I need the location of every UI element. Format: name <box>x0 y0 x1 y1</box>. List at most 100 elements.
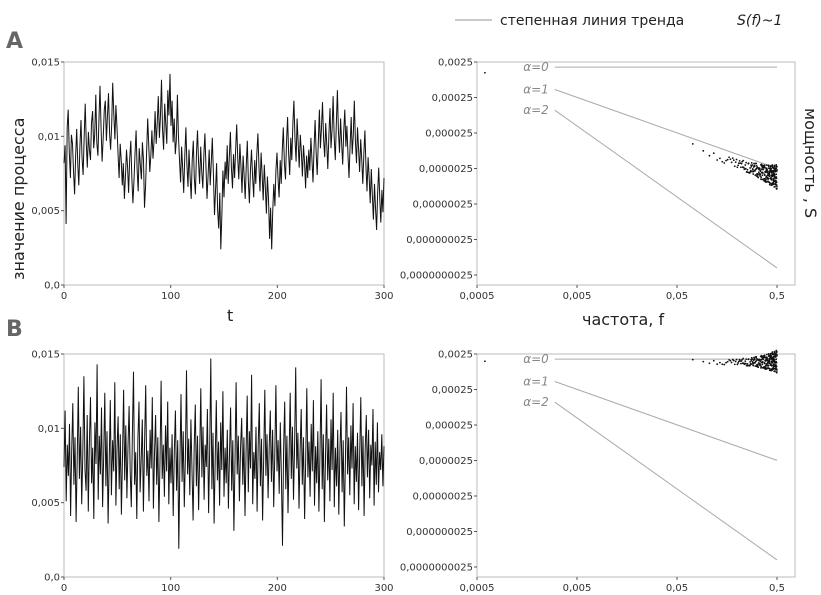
B-power-spectrum-point <box>745 358 748 361</box>
B-power-spectrum-point <box>734 360 737 363</box>
A-power-spectrum-point <box>771 164 774 166</box>
A-power-spectrum-point <box>761 178 764 181</box>
A-power-spectrum-point <box>721 160 724 163</box>
B-power-spectrum-point <box>761 363 764 366</box>
A-power-spectrum-point <box>733 165 736 168</box>
A-power-spectrum-trend-label-2: α=2 <box>523 103 549 117</box>
B-power-spectrum-point <box>735 358 738 361</box>
B-power-spectrum-point <box>752 362 755 365</box>
B-power-spectrum-xtick-label: 0,05 <box>666 583 688 594</box>
B-power-spectrum-point <box>763 354 766 357</box>
A-power-spectrum-ytick-label: 0,000000025 <box>406 235 473 246</box>
B-power-spectrum-point <box>770 364 773 367</box>
B-power-spectrum-point <box>760 358 763 361</box>
A-power-spectrum-point <box>744 164 747 166</box>
A-power-spectrum-point <box>766 168 769 171</box>
B-power-spectrum-ytick-label: 0,00000025 <box>413 492 473 503</box>
B-power-spectrum-ytick-label: 0,000025 <box>425 421 473 432</box>
A-power-spectrum-point <box>763 164 766 167</box>
B-power-spectrum-point <box>768 360 771 363</box>
A-power-spectrum-point <box>756 175 759 178</box>
A-power-spectrum-point <box>775 187 778 190</box>
B-power-spectrum-point <box>750 356 753 359</box>
B-power-spectrum-point <box>738 358 741 361</box>
A-power-spectrum-point <box>770 169 773 172</box>
B-time-series-series-line <box>63 358 385 549</box>
B-power-spectrum-point <box>740 360 743 362</box>
A-power-spectrum-point <box>769 164 772 167</box>
B-power-spectrum-point <box>742 357 745 360</box>
B-power-spectrum-ytick-label: 0,00025 <box>432 385 473 396</box>
A-power-spectrum-point <box>763 177 766 180</box>
A-power-spectrum-ytick-label: 0,0000025 <box>419 164 473 175</box>
A-power-spectrum-point <box>765 167 768 170</box>
A-power-spectrum-point <box>767 177 770 180</box>
A-power-spectrum-point <box>737 162 740 165</box>
B-power-spectrum-point <box>765 353 768 356</box>
A-power-spectrum-point <box>753 162 755 165</box>
A-power-spectrum-trend-label-1: α=1 <box>523 83 549 97</box>
B-power-spectrum-trend-line-2 <box>554 401 778 561</box>
B-power-spectrum-point <box>768 362 771 365</box>
A-time-series-ytick-label: 0,005 <box>31 206 60 217</box>
A-power-spectrum-point <box>740 162 743 165</box>
B-power-spectrum-point <box>751 358 754 361</box>
B-power-spectrum-point <box>719 361 721 364</box>
B-power-spectrum-point <box>744 362 747 365</box>
B-power-spectrum-point <box>757 364 759 366</box>
B-power-spectrum-point <box>730 361 733 364</box>
B-power-spectrum-point <box>767 364 770 367</box>
A-power-spectrum-ytick-label: 0,00000025 <box>413 200 473 211</box>
A-power-spectrum-ytick-label: 0,00025 <box>432 93 473 104</box>
B-power-spectrum-point <box>736 363 739 366</box>
B-power-spectrum-point <box>741 358 744 361</box>
A-power-spectrum-point <box>741 160 744 163</box>
A-power-spectrum-xtick-label: 0,05 <box>666 291 688 302</box>
B-power-spectrum-trend-line-1 <box>554 381 778 461</box>
B-power-spectrum-point <box>773 358 776 361</box>
B-power-spectrum-point <box>723 363 726 366</box>
B-power-spectrum-point <box>758 358 761 361</box>
A-power-spectrum-point <box>768 173 771 176</box>
A-power-spectrum-trend-line-1 <box>554 89 778 169</box>
A-power-spectrum-point <box>761 164 763 166</box>
A-power-spectrum-point <box>762 168 765 170</box>
B-power-spectrum-point <box>691 358 694 361</box>
A-power-spectrum-point <box>770 179 773 181</box>
A-time-series-ytick-label: 0,0 <box>44 281 60 292</box>
B-power-spectrum-point <box>770 355 773 357</box>
A-power-spectrum-point <box>737 164 740 167</box>
B-power-spectrum-point <box>766 357 769 360</box>
B-power-spectrum-point <box>728 358 730 361</box>
A-power-spectrum-ytick-label: 0,0000000025 <box>400 271 473 282</box>
B-time-series-ytick-label: 0,015 <box>31 350 60 361</box>
A-power-spectrum-point <box>776 169 778 171</box>
B-power-spectrum-point <box>763 362 766 365</box>
B-power-spectrum-point <box>740 362 742 365</box>
B-power-spectrum-point <box>775 358 778 361</box>
A-power-spectrum-point <box>757 176 760 179</box>
B-power-spectrum-ytick-label: 0,0000025 <box>419 456 473 467</box>
A-power-spectrum-point <box>747 162 750 165</box>
A-power-spectrum-point <box>751 164 754 166</box>
A-power-spectrum-point <box>775 173 778 176</box>
A-power-spectrum-point <box>770 176 772 179</box>
B-power-spectrum-point <box>753 358 756 361</box>
B-power-spectrum-frame <box>476 353 796 578</box>
B-power-spectrum-point <box>754 361 756 364</box>
B-power-spectrum-trend-label-0: α=0 <box>523 352 549 366</box>
B-power-spectrum-point <box>757 366 760 369</box>
A-power-spectrum-point <box>754 169 756 172</box>
B-power-spectrum-point <box>761 361 764 364</box>
B-power-spectrum-trend-label-2: α=2 <box>523 395 549 409</box>
legend: степенная линия тренда S(f)~1 <box>455 13 782 29</box>
A-power-spectrum-point <box>735 158 738 161</box>
B-power-spectrum-point <box>746 362 749 365</box>
A-power-spectrum-point <box>774 185 776 188</box>
A-power-spectrum-point <box>759 170 762 173</box>
A-power-spectrum-point <box>752 170 755 173</box>
B-power-spectrum-point <box>732 359 735 362</box>
A-power-spectrum-point <box>773 173 776 176</box>
A-power-spectrum-point <box>775 181 778 184</box>
A-time-series-ytick-label: 0,015 <box>31 58 60 69</box>
